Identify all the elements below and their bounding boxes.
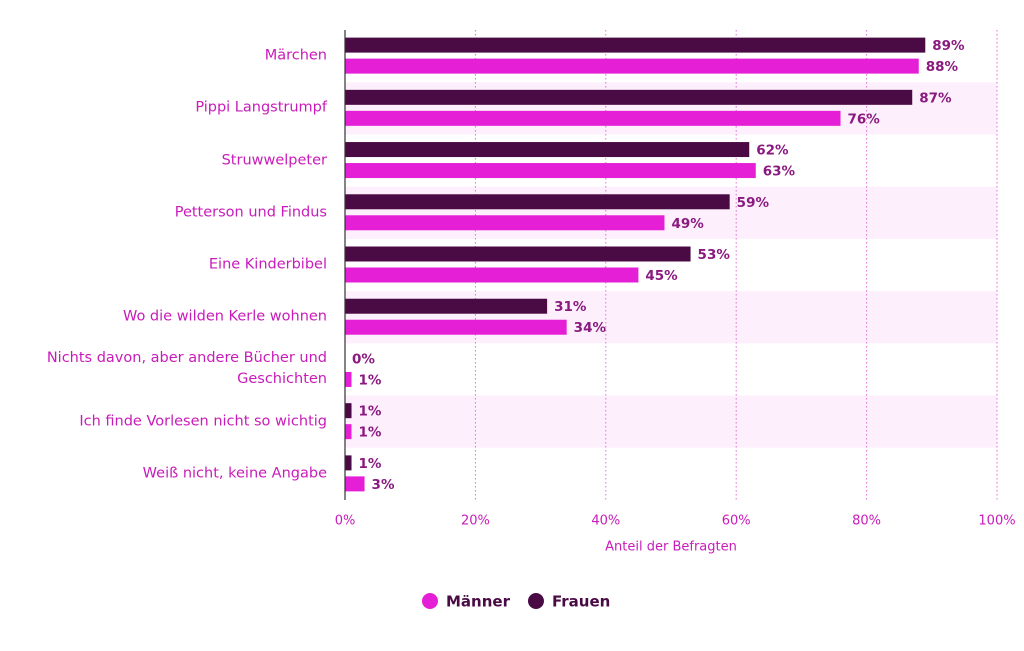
bar	[345, 298, 548, 314]
category-label: Ich finde Vorlesen nicht so wichtig	[79, 413, 327, 430]
category-label: Nichts davon, aber andere Bücher und Ges…	[46, 350, 327, 388]
bar	[345, 403, 352, 419]
category-label: Struwwelpeter	[221, 152, 327, 169]
category-label: Wo die wilden Kerle wohnen	[122, 308, 327, 325]
bar	[345, 142, 750, 158]
legend-label: Frauen	[552, 593, 610, 611]
value-label: 1%	[359, 456, 382, 472]
bar	[345, 194, 730, 210]
value-label: 88%	[926, 59, 959, 75]
x-axis-title: Anteil der Befragten	[605, 540, 737, 555]
bar	[345, 371, 352, 387]
legend-marker	[527, 593, 544, 609]
bar	[345, 37, 926, 53]
bar	[345, 215, 665, 231]
bar	[345, 476, 365, 492]
x-tick-label: 60%	[722, 514, 751, 529]
value-label: 53%	[698, 247, 731, 263]
value-label: 34%	[574, 320, 607, 336]
value-label: 76%	[848, 111, 881, 127]
legend-marker	[422, 593, 438, 609]
value-label: 1%	[359, 425, 382, 441]
category-label: Pippi Langstrumpf	[195, 99, 327, 116]
category-label: Weiß nicht, keine Angabe	[142, 465, 327, 482]
bar	[345, 267, 639, 283]
value-label: 45%	[645, 268, 678, 284]
bar	[345, 58, 919, 74]
bar	[345, 455, 352, 471]
x-tick-label: 20%	[461, 514, 490, 529]
legend-label: Männer	[446, 593, 511, 611]
value-label: 1%	[359, 404, 382, 420]
value-label: 1%	[359, 372, 382, 388]
row-backgrounds	[345, 82, 997, 448]
bar	[345, 163, 756, 179]
value-label: 62%	[756, 143, 789, 159]
value-label: 49%	[671, 216, 704, 232]
bar	[345, 246, 691, 262]
category-label: Petterson und Findus	[174, 204, 327, 221]
value-label: 87%	[919, 90, 952, 106]
row-band	[345, 395, 997, 448]
value-label: 3%	[372, 477, 395, 493]
x-tick-label: 80%	[852, 514, 881, 529]
bar	[345, 89, 913, 105]
value-label: 63%	[763, 164, 796, 180]
x-tick-label: 100%	[978, 514, 1015, 529]
x-tick-label: 40%	[591, 514, 620, 529]
category-label: Märchen	[264, 47, 327, 64]
value-label: 89%	[932, 38, 965, 54]
category-label: Eine Kinderbibel	[208, 256, 327, 273]
bar	[345, 319, 567, 335]
value-label: 0%	[352, 351, 375, 367]
value-label: 59%	[737, 195, 770, 211]
x-tick-label: 0%	[335, 514, 356, 529]
bar	[345, 424, 352, 440]
value-label: 31%	[554, 299, 587, 315]
bar	[345, 110, 841, 126]
